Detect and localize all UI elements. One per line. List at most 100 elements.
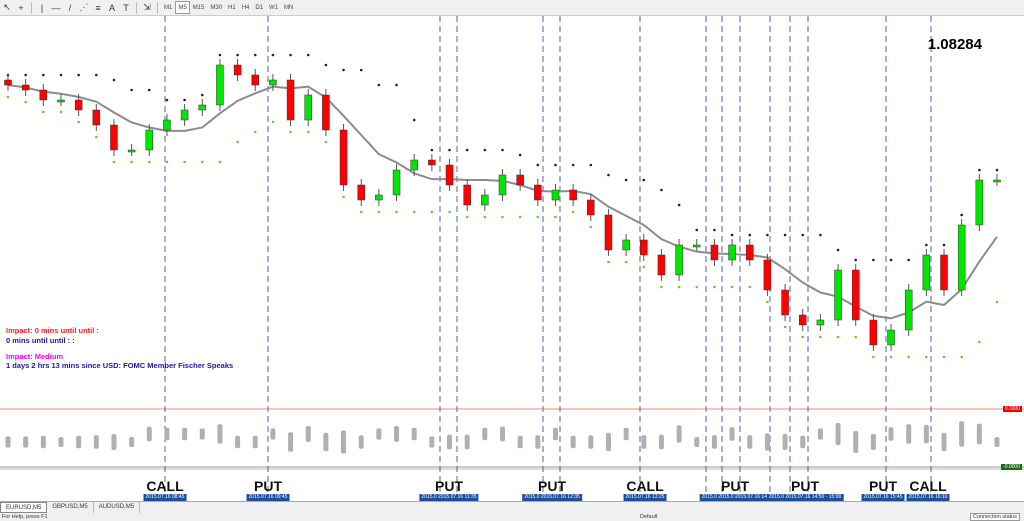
support-dot [836, 335, 840, 339]
connection-status[interactable]: Connection status [969, 513, 1020, 521]
oscillator-bar [941, 432, 947, 452]
bearish-candle [781, 289, 789, 316]
oscillator-bar [270, 428, 276, 440]
bullish-candle [304, 94, 312, 121]
channel-icon[interactable]: ⋰ [79, 2, 89, 12]
bearish-candle [233, 64, 242, 76]
bearish-candle [445, 164, 454, 186]
oscillator-bar [464, 434, 470, 450]
support-dot [925, 355, 928, 359]
bullish-candle [622, 239, 630, 251]
support-dot [854, 335, 858, 339]
resistance-dot [430, 148, 434, 152]
trendline-icon[interactable]: / [68, 2, 72, 13]
oscillator-bar [411, 427, 417, 441]
timeframe-m15[interactable]: M15 [192, 4, 205, 11]
resistance-dot [607, 173, 610, 177]
oscillator-bar [235, 435, 241, 449]
bullish-candle [675, 244, 683, 276]
oscillator-bar [305, 426, 311, 442]
oscillator-bar [888, 427, 894, 441]
cursor-icon[interactable]: ↖ [3, 2, 11, 12]
oscillator-bar [729, 427, 735, 441]
support-dot [589, 225, 593, 229]
oscillator-bar [358, 435, 364, 449]
horizontal-line-icon[interactable]: — [51, 2, 61, 13]
resistance-dot [960, 213, 963, 217]
bearish-candle [851, 269, 860, 321]
timeframe-h1[interactable]: H1 [228, 4, 236, 11]
text-label-icon[interactable]: T [123, 2, 129, 13]
support-dot [819, 335, 822, 339]
bearish-candle [640, 239, 648, 256]
resistance-dot [342, 68, 345, 72]
bearish-candle [763, 259, 772, 291]
oscillator-bar [535, 435, 541, 449]
bullish-candle [180, 109, 189, 121]
resistance-dot [218, 53, 222, 57]
support-dot [660, 285, 663, 289]
support-dot [342, 195, 345, 199]
support-dot [218, 160, 222, 164]
bearish-candle [428, 159, 436, 166]
oscillator-bar [341, 430, 347, 454]
oscillator-bar [129, 437, 135, 447]
news-impact-line: Impact: 0 mins until until : [6, 326, 99, 335]
oscillator-bar [906, 424, 912, 444]
vertical-line-icon[interactable]: | [40, 2, 44, 13]
support-dot [695, 285, 699, 289]
bearish-candle [604, 214, 613, 251]
timeframe-h4[interactable]: H4 [241, 4, 250, 11]
text-icon[interactable]: A [108, 2, 115, 13]
support-dot [677, 285, 681, 289]
bearish-candle [710, 244, 719, 261]
support-dot [112, 160, 116, 164]
resistance-dot [819, 233, 822, 237]
tab-eurusd[interactable]: EURUSD,M5 [0, 502, 48, 513]
timeframe-m5[interactable]: M5 [175, 1, 190, 14]
oscillator-bar [111, 434, 117, 450]
timeframe-w1[interactable]: W1 [269, 4, 279, 11]
timeframe-mn[interactable]: MN [284, 4, 294, 11]
support-dot [183, 160, 186, 164]
resistance-dot [306, 53, 310, 57]
support-dot [271, 120, 275, 124]
price-chart[interactable]: 1.08284 Impact: 0 mins until until : 0 m… [0, 16, 1024, 501]
crosshair-icon[interactable]: + [18, 2, 24, 13]
timeframe-m1[interactable]: M1 [164, 4, 173, 11]
oscillator-bar [623, 427, 629, 441]
oscillator-bar [817, 428, 823, 440]
bullish-candle [163, 119, 171, 131]
tab-audusd[interactable]: AUDUSD,M5 [94, 502, 141, 513]
bearish-candle [21, 84, 30, 91]
bullish-candle [481, 194, 489, 206]
oscillator-bar [959, 421, 965, 447]
resistance-dot [24, 73, 27, 77]
signal-call: CALL [909, 478, 947, 494]
support-dot [6, 95, 10, 99]
signal-timestamp: 2015.0 2015.07.16 11:35 [419, 494, 479, 501]
oscillator-bar [923, 424, 929, 444]
tab-gbpusd[interactable]: GBPUSD,M5 [47, 502, 94, 513]
oscillator-bar [641, 435, 647, 449]
signal-put: PUT [869, 478, 897, 494]
bullish-candle [728, 244, 736, 261]
resistance-dot [483, 148, 487, 152]
signal-put: PUT [435, 478, 463, 494]
timeframe-m30[interactable]: M30 [210, 4, 223, 11]
current-price: 1.08284 [927, 36, 982, 53]
oscillator-bar [288, 432, 294, 452]
fibonacci-icon[interactable]: ≡ [95, 2, 101, 13]
chart-tabs: EURUSD,M5 GBPUSD,M5 AUDUSD,M5 [0, 501, 1024, 513]
bearish-candle [357, 184, 365, 201]
bullish-candle [410, 159, 418, 171]
resistance-dot [695, 228, 699, 232]
resistance-dot [377, 83, 381, 87]
timeframe-d1[interactable]: D1 [255, 4, 264, 11]
support-dot [324, 140, 328, 144]
arrows-icon[interactable]: ⇲ [143, 2, 151, 12]
toolbar-separator [157, 1, 158, 14]
bullish-candle [834, 269, 842, 321]
bullish-candle [975, 179, 984, 226]
resistance-dot [925, 243, 928, 247]
